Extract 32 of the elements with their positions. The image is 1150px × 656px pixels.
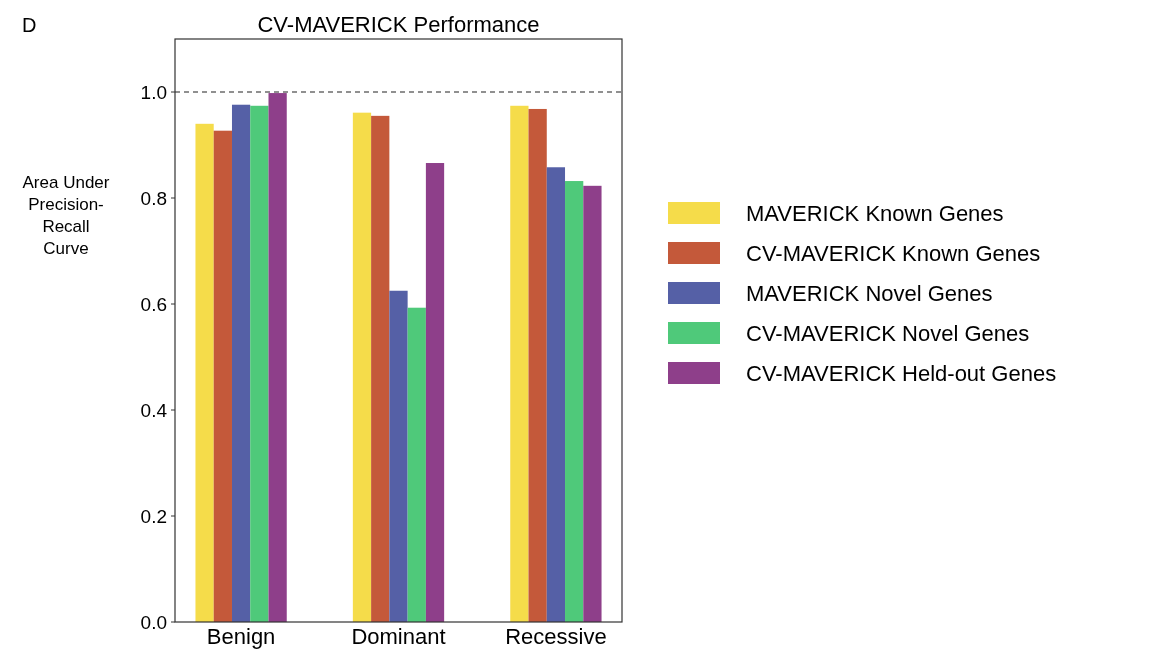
bar	[583, 185, 602, 622]
y-tick-label: 0.6	[140, 293, 167, 315]
bar	[546, 167, 566, 622]
chart-title: CV-MAVERICK Performance	[257, 12, 540, 37]
bar	[510, 105, 529, 622]
bar	[371, 115, 390, 622]
y-tick-label: 0.0	[140, 611, 167, 633]
y-tick-label: 0.8	[140, 187, 167, 209]
bar	[425, 163, 445, 622]
bar	[389, 290, 408, 622]
bar	[213, 130, 232, 622]
text: D	[22, 14, 37, 36]
x-tick-label: Recessive	[505, 624, 607, 649]
bar	[250, 105, 269, 622]
legend-label: MAVERICK Novel Genes	[746, 280, 993, 306]
legend-label: CV-MAVERICK Held-out Genes	[746, 360, 1057, 386]
bar	[195, 123, 214, 622]
bar	[528, 108, 547, 622]
bar	[231, 104, 251, 622]
bar	[352, 112, 372, 622]
legend-label: CV-MAVERICK Known Genes	[746, 240, 1041, 266]
y-tick-label: 1.0	[140, 81, 167, 103]
x-tick-label: Benign	[206, 624, 276, 649]
y-tick-label: 0.4	[140, 399, 168, 421]
legend-label: MAVERICK Known Genes	[746, 200, 1004, 226]
bar	[268, 93, 287, 622]
bar	[407, 307, 426, 622]
x-tick-label: Dominant	[351, 624, 446, 649]
y-axis-title: Area Under Precision-Recall Curve	[22, 172, 110, 258]
y-tick-label: 0.2	[140, 505, 167, 527]
bar	[565, 181, 584, 622]
legend-label: CV-MAVERICK Novel Genes	[746, 320, 1030, 346]
